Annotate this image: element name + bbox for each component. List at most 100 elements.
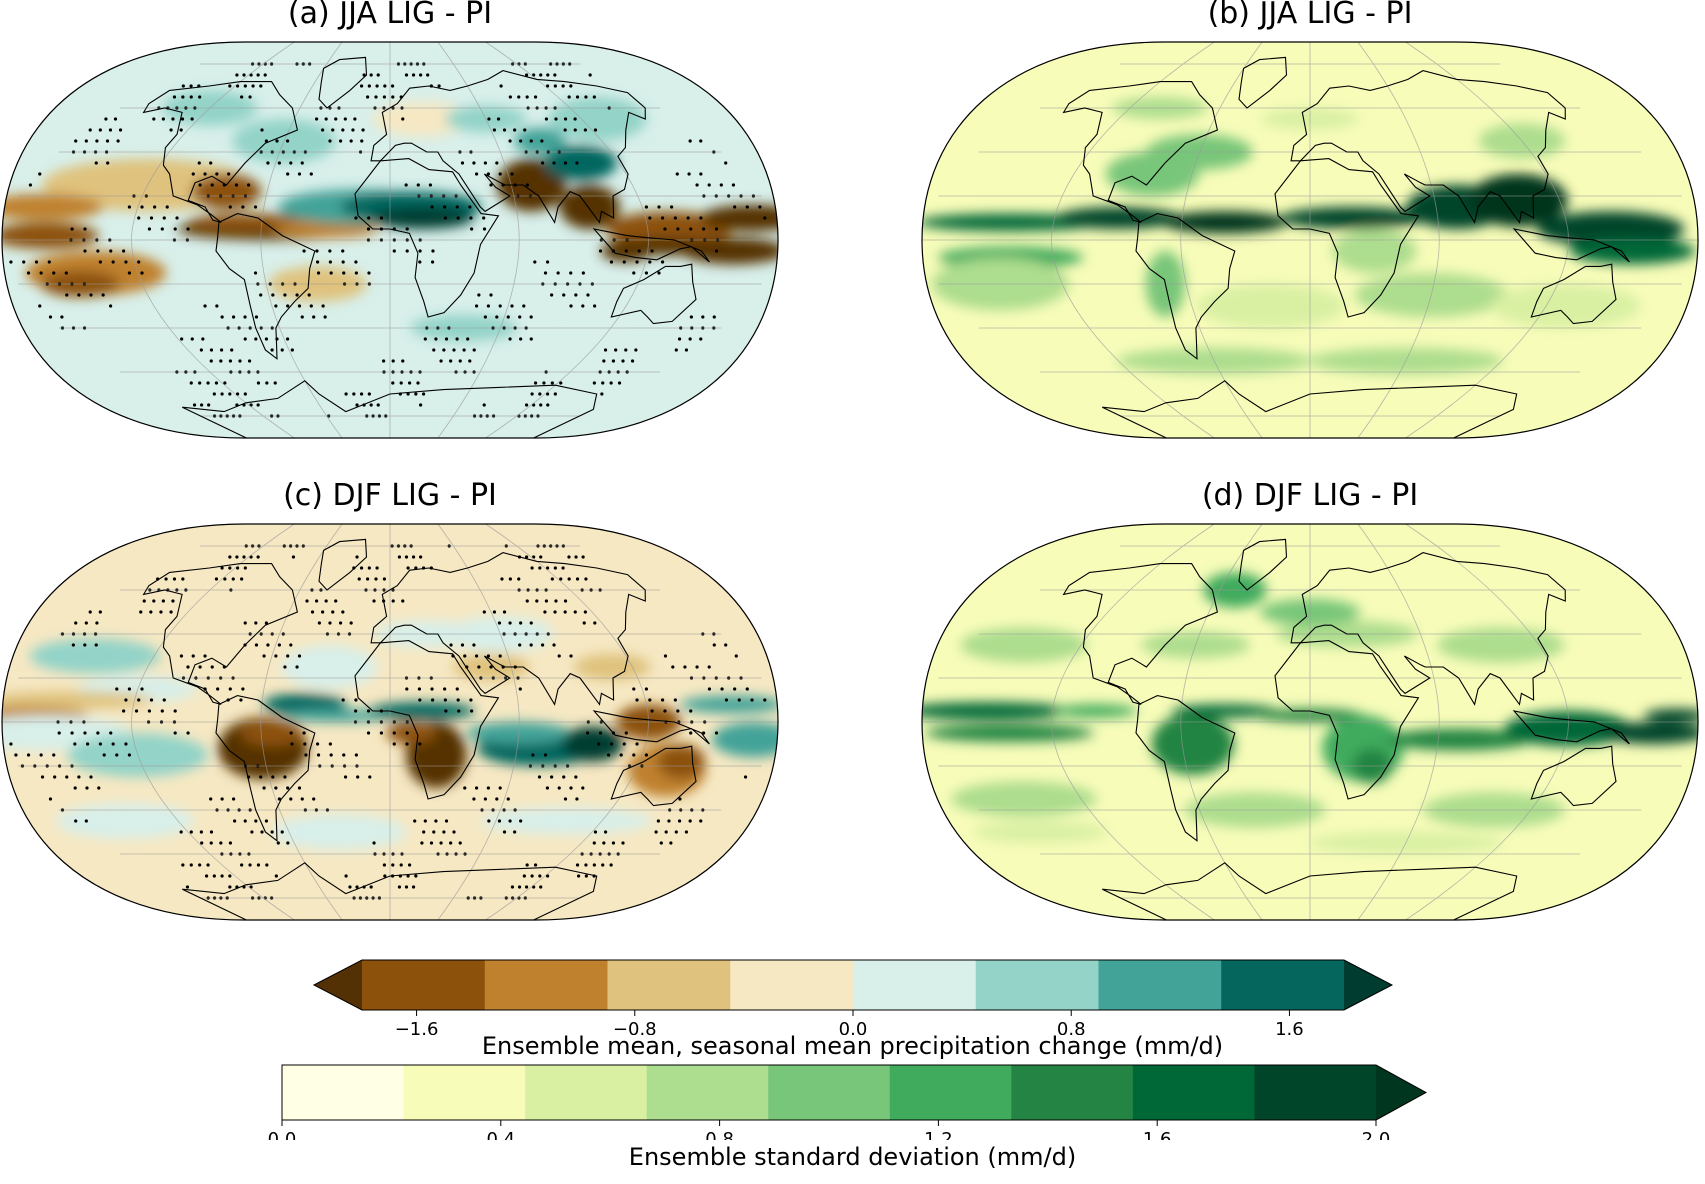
stipple-dot <box>344 874 348 878</box>
stipple-dot <box>737 698 741 702</box>
stipple-dot <box>699 337 703 341</box>
stipple-dot <box>456 698 460 702</box>
stipple-dot <box>297 304 302 308</box>
stipple-dot <box>239 698 243 702</box>
coastline-greenland <box>318 538 368 591</box>
field-anomaly <box>369 702 475 720</box>
stipple-dot <box>434 337 438 341</box>
stipple-dot <box>74 621 78 625</box>
field-anomaly <box>179 605 283 641</box>
stipple-dot <box>40 775 45 779</box>
stipple-dot <box>199 830 203 834</box>
stipple-dot <box>508 95 512 99</box>
stipple-dot <box>359 566 364 570</box>
stipple-dot <box>372 599 376 603</box>
stipple-dot <box>115 687 119 691</box>
field-anomaly <box>561 726 624 762</box>
stipple-dot <box>597 742 601 746</box>
stipple-dot <box>492 610 497 614</box>
stipple-dot <box>220 797 224 801</box>
stipple-dot <box>688 819 692 823</box>
stipple-dot <box>137 216 141 220</box>
stipple-dot <box>543 271 548 275</box>
field-anomaly <box>1151 713 1235 775</box>
stipple-dot <box>39 753 43 757</box>
stipple-dot <box>382 359 386 363</box>
stipple-dot <box>98 260 102 264</box>
stipple-dot <box>434 819 438 823</box>
stipple-dot <box>537 775 542 779</box>
stipple-dot <box>286 172 290 176</box>
stipple-dot <box>77 775 81 779</box>
stipple-dot <box>518 315 522 319</box>
stipple-dot <box>289 161 293 165</box>
stipple-dot <box>89 293 93 297</box>
stipple-dot <box>149 698 154 702</box>
stipple-dot <box>209 359 213 363</box>
stipple-dot <box>26 271 31 275</box>
coastline-greenland <box>1238 56 1288 109</box>
panel-d: (d) DJF LIG - PI <box>920 478 1700 922</box>
stipple-dot <box>584 863 588 867</box>
stipple-dot <box>673 216 677 220</box>
stipple-dot <box>550 293 554 297</box>
stipple-dot <box>637 249 641 253</box>
stipple-dot <box>498 654 502 658</box>
stipple-dot <box>609 260 614 264</box>
stipple-dot <box>455 687 459 691</box>
stipple-dot <box>530 392 534 396</box>
graticule-lon <box>1180 524 1263 920</box>
stipple-dot <box>285 337 290 341</box>
stipple-dot <box>198 863 202 867</box>
stipple-dot <box>524 885 529 889</box>
stipple-dot <box>432 348 436 352</box>
stipple-dot <box>127 271 132 275</box>
stipple-dot <box>289 731 293 735</box>
stipple-dot <box>496 117 501 121</box>
colorbar-tick-label: 0.0 <box>839 1019 868 1035</box>
stipple-dot <box>683 665 687 669</box>
stipple-dot <box>583 610 587 614</box>
stipple-dot <box>542 381 546 385</box>
stipple-dot <box>109 304 113 308</box>
stipple-dot <box>413 819 417 823</box>
stipple-dot <box>648 698 652 702</box>
stipple-dot <box>38 172 42 176</box>
stipple-dot <box>466 337 470 341</box>
stipple-dot <box>495 161 499 165</box>
stipple-dot <box>553 610 557 614</box>
stipple-dot <box>235 73 239 77</box>
colorbar-segment <box>889 1065 1012 1120</box>
field-anomaly <box>1644 708 1698 722</box>
stipple-dot <box>583 128 587 132</box>
stipple-dot <box>127 687 132 691</box>
stipple-dot <box>127 753 132 757</box>
stipple-dot <box>14 753 18 757</box>
stipple-dot <box>96 731 100 735</box>
stipple-dot <box>630 359 635 363</box>
stipple-dot <box>588 73 592 77</box>
coastline-indonesia <box>592 710 710 745</box>
stipple-dot <box>699 172 703 176</box>
stipple-dot <box>401 599 405 603</box>
stipple-dot <box>47 260 51 264</box>
stipple-dot <box>531 753 535 757</box>
stipple-dot <box>404 555 409 559</box>
stipple-dot <box>73 786 77 790</box>
stipple-dot <box>256 381 261 385</box>
stipple-dot <box>432 830 436 834</box>
stipple-dot <box>530 874 534 878</box>
stipple-dot <box>348 885 352 889</box>
stipple-dot <box>228 841 233 845</box>
panel-b-title: (b) JJA LIG - PI <box>1207 0 1413 31</box>
stipple-dot <box>379 731 384 735</box>
stipple-dot <box>660 698 665 702</box>
stipple-dot <box>309 172 313 176</box>
stipple-dot <box>648 216 652 220</box>
stipple-dot <box>763 216 767 220</box>
stipple-dot <box>392 249 396 253</box>
stipple-dot <box>220 874 224 878</box>
stipple-dot <box>341 249 345 253</box>
stipple-dot <box>508 577 512 581</box>
stipple-dot <box>581 786 585 790</box>
